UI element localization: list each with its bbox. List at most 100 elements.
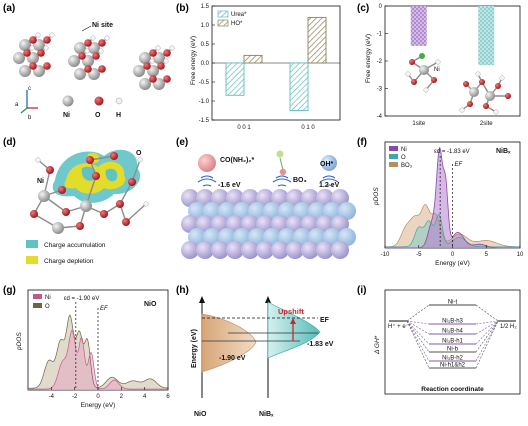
- o-atom: [84, 39, 92, 47]
- level-label: Ni₃B-h2: [442, 356, 463, 362]
- urea-energy: -1.6 eV: [218, 182, 241, 189]
- h-atom: [459, 107, 465, 113]
- o-atom: [505, 93, 511, 99]
- chart-i: Ni-t Ni₃B-h3 Ni₃B-h4 Ni₃B-h1 Ni-b Ni₃B-h2Ni-h…: [374, 289, 521, 395]
- legend-o: O: [95, 112, 101, 119]
- o-atom: [62, 208, 70, 216]
- o-atom: [157, 62, 165, 70]
- slab-atom: [316, 241, 334, 259]
- h-atom: [143, 201, 149, 207]
- slab-atom: [226, 241, 244, 259]
- h-atom: [493, 109, 499, 115]
- final-state: 1/2 H₂: [500, 324, 517, 330]
- c-molecule-2site: [459, 71, 511, 115]
- path-connector: [406, 304, 430, 322]
- ni-atom: [139, 52, 151, 64]
- level-label: Ni₃B-h4: [442, 329, 463, 335]
- o-atom: [29, 36, 37, 44]
- h-nio-value: -1.90 eV: [219, 355, 246, 362]
- slab-atom: [331, 241, 349, 259]
- x-tick-label: 0: [96, 394, 100, 400]
- panel-h: (h) Upshift EF -1.90 eV -1.83 eV Energy …: [176, 285, 334, 418]
- g-title: NiO: [144, 301, 157, 308]
- legend-swatch: [217, 19, 229, 27]
- y-tick-label: 1.5: [201, 4, 210, 10]
- o-atom: [92, 52, 100, 60]
- y-tick-label: -1.5: [199, 118, 210, 124]
- slab-atom: [271, 241, 289, 259]
- o-atom: [110, 152, 118, 160]
- y-axis-label: Δ GH*: [374, 335, 381, 355]
- y-axis-label: Free energy (eV): [190, 36, 197, 85]
- y-tick-label: 0.5: [201, 42, 210, 48]
- ni-atom: [139, 78, 151, 90]
- panel-b-letter: (b): [176, 3, 189, 14]
- panel-g-letter: (g): [3, 285, 16, 296]
- nibx-dos-shape: [267, 301, 321, 359]
- h-atom: [137, 157, 143, 163]
- path-connector: [475, 320, 499, 325]
- b-atom: [419, 53, 425, 59]
- charge-density-structure: [30, 149, 149, 234]
- chart-f: εd = -1.83 eV EF NiBₓ Ni O BO₃ -10 -5 0 5 10 Energy…: [373, 141, 524, 267]
- dos-fill: [385, 214, 520, 248]
- ed-text: εd = -1.90 eV: [64, 296, 100, 302]
- x-tick-label: -2: [72, 394, 78, 400]
- bond: [125, 203, 147, 223]
- h-atom: [29, 45, 35, 51]
- o-atom: [495, 83, 501, 89]
- path-connector: [406, 320, 430, 335]
- o-atom: [43, 36, 51, 44]
- x-tick-label: 10: [517, 252, 524, 258]
- bar: [225, 62, 245, 96]
- axis-b: b: [28, 115, 32, 121]
- o-atom: [463, 81, 469, 87]
- upshift-label: Upshift: [278, 307, 304, 316]
- ni-atom: [19, 39, 31, 51]
- bar: [243, 54, 263, 64]
- legend-label: Ni: [401, 147, 407, 153]
- legend-ni: Ni: [63, 112, 70, 119]
- o-atom: [122, 218, 130, 226]
- legend-swatch: [33, 303, 42, 308]
- o-atom: [411, 79, 417, 85]
- x-tick-label: 0: [451, 252, 455, 258]
- o-atom: [58, 186, 66, 194]
- x-axis-label: Reaction coordinate: [421, 386, 484, 393]
- h-ylabel: Energy (eV): [191, 329, 198, 368]
- legend-label: O: [401, 155, 406, 161]
- h-atom: [35, 157, 41, 163]
- slab-atom: [196, 241, 214, 259]
- level-label: Ni₃B-h3: [442, 319, 463, 325]
- legend-swatch: [389, 154, 398, 159]
- panel-d-letter: (d): [3, 137, 16, 148]
- panel-d: (d) Ni O Charge accumulation Charge depl…: [3, 137, 149, 265]
- o-atom: [30, 210, 38, 218]
- path-connector: [406, 320, 430, 362]
- slab-atom: [286, 241, 304, 259]
- ni-atom: [485, 91, 495, 101]
- x-axis-label: Energy (eV): [435, 260, 470, 267]
- accumulation-label: Charge accumulation: [44, 242, 106, 249]
- initial-state: H⁺ + e⁻: [388, 323, 409, 330]
- o-atom: [409, 59, 415, 65]
- legend-swatch: [217, 10, 229, 18]
- slab-atom: [256, 241, 274, 259]
- ni-atom: [74, 42, 86, 54]
- f-title: NiBₓ: [496, 148, 511, 155]
- ni-fill: [28, 330, 168, 390]
- ni-atom: [133, 65, 145, 77]
- x-tick-label: -5: [416, 252, 422, 258]
- h-nio-label: NiO: [194, 411, 207, 418]
- o-atom: [467, 101, 473, 107]
- panel-e-letter: (e): [176, 137, 188, 148]
- o-atom: [86, 156, 94, 164]
- h-atom: [35, 32, 41, 38]
- o-atom: [78, 52, 86, 60]
- o-atom: [76, 222, 84, 230]
- axis-c: c: [28, 86, 31, 92]
- h-atom: [84, 48, 90, 54]
- ni-oh-structure: [13, 32, 175, 90]
- plot-frame: [384, 5, 521, 117]
